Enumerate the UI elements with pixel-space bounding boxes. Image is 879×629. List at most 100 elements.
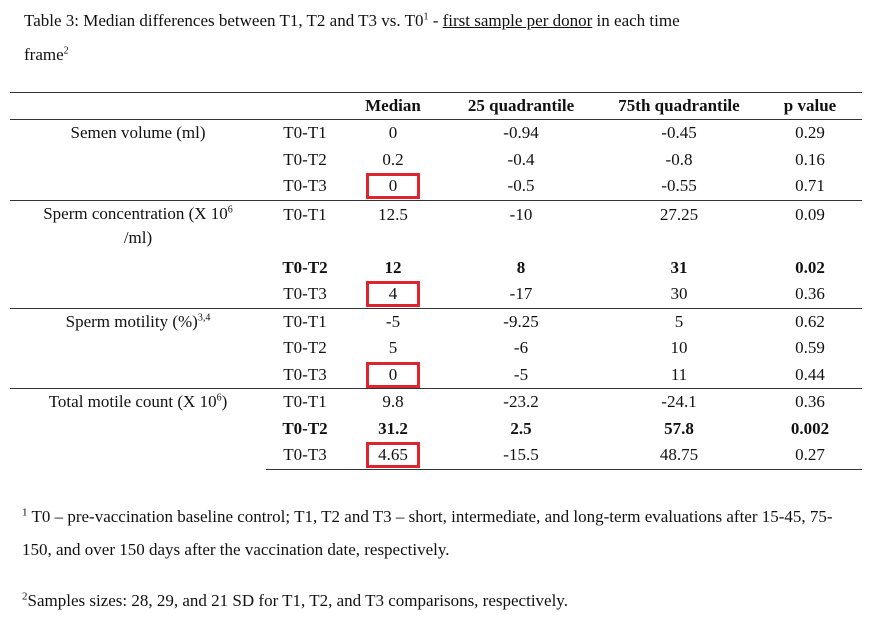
q75-cell: -0.8 — [665, 149, 693, 169]
comparison-cell: T0-T3 — [283, 176, 327, 196]
p-value-cell: 0.27 — [758, 442, 862, 470]
q75-cell: 30 — [670, 284, 688, 304]
table-row: Sperm concentration (X 106 /ml) T0-T1 12.5… — [10, 199, 862, 308]
p-value-cell: 0.44 — [795, 364, 825, 384]
q25-cell: -15.5 — [442, 442, 600, 470]
header-cell: Median — [344, 92, 442, 120]
highlight-box: 4.65 — [366, 442, 420, 469]
highlight-box: 0 — [366, 361, 420, 388]
p-value-cell: 0.59 — [795, 338, 825, 358]
header-cell — [266, 92, 344, 120]
p-value-cell: 0.16 — [795, 149, 825, 169]
median-cell: 0 — [344, 173, 442, 200]
p-value-cell: 0.71 — [795, 176, 825, 196]
table-row: Sperm motility (%)3,4 T0-T1 -5 -9.25 5 0.62 — [10, 307, 862, 389]
table-row: T0-T3 0 -5 11 0.44 — [10, 361, 862, 389]
p-value-cell: 0.02 — [795, 257, 825, 277]
header-cell — [10, 92, 266, 120]
q75-cell: -0.55 — [661, 176, 697, 196]
q25-cell: -6 — [513, 338, 529, 358]
footnote-marker: 2 — [22, 590, 28, 603]
group-label-text: Total motile count (X 10 — [48, 392, 217, 411]
group-label-text: Semen volume (ml) — [70, 123, 206, 142]
q25-cell: -17 — [509, 284, 533, 304]
group-label: Total motile count (X 106) — [10, 388, 266, 469]
q25-cell: 2.5 — [510, 418, 532, 438]
q25-cell: -9.25 — [442, 307, 600, 335]
comparison-cell: T0-T1 — [266, 119, 344, 147]
group-label-text: Sperm motility (%) — [65, 311, 198, 331]
group-label-text: Sperm concentration (X 10 — [43, 203, 228, 223]
median-cell: -5 — [344, 307, 442, 335]
p-value-cell: 0.29 — [758, 119, 862, 147]
highlight-box: 4 — [366, 281, 420, 308]
group-label: Sperm motility (%)3,4 — [10, 307, 266, 389]
footnote-1: 1 T0 – pre-vaccination baseline control;… — [22, 500, 862, 566]
q25-cell: -0.94 — [442, 119, 600, 147]
table-caption: Table 3: Median differences between T1, … — [24, 4, 864, 72]
header-cell: 75th quadrantile — [600, 92, 758, 120]
comparison-cell: T0-T3 — [283, 364, 327, 384]
median-cell: 5 — [388, 338, 398, 358]
group-label-cont: ) — [221, 392, 228, 411]
caption-line2-ref: 2 — [63, 45, 69, 57]
group-label-sup: 6 — [227, 203, 233, 215]
p-value-cell: 0.002 — [790, 418, 830, 438]
p-value-cell: 0.36 — [758, 388, 862, 416]
caption-line2: frame — [24, 45, 64, 64]
median-cell: 0 — [344, 119, 442, 147]
comparison-cell: T0-T1 — [266, 199, 344, 255]
q25-cell: -0.5 — [507, 176, 535, 196]
q75-cell: 57.8 — [664, 418, 694, 438]
group-label-sup: 3,4 — [197, 311, 211, 323]
footnote-text: Samples sizes: 28, 29, and 21 SD for T1,… — [27, 591, 568, 610]
q75-cell: 10 — [670, 338, 688, 358]
comparison-cell: T0-T2 — [283, 338, 327, 358]
comparison-cell: T0-T3 — [283, 284, 327, 304]
median-cell: 9.8 — [344, 388, 442, 416]
comparison-cell: T0-T1 — [266, 307, 344, 335]
group-label-sup: 6 — [216, 392, 222, 404]
q75-cell: 27.25 — [600, 199, 758, 255]
median-cell: 12.5 — [344, 199, 442, 255]
q25-cell: -0.4 — [507, 149, 535, 169]
q75-cell: -24.1 — [600, 388, 758, 416]
caption-prefix: Table 3: Median differences between T1, … — [24, 11, 424, 30]
median-cell: 0.2 — [382, 149, 404, 169]
table-row: T0-T3 0 -0.5 -0.55 0.71 — [10, 173, 862, 200]
comparison-cell: T0-T2 — [282, 257, 328, 277]
caption-footnote-ref: 1 — [423, 11, 429, 23]
q75-cell: 11 — [670, 364, 688, 384]
header-cell: 25 quadrantile — [442, 92, 600, 120]
p-value-cell: 0.09 — [758, 199, 862, 255]
footnote-marker: 1 — [22, 506, 28, 519]
q25-cell: -23.2 — [442, 388, 600, 416]
median-cell: 4 — [344, 281, 442, 308]
table-row: Total motile count (X 106) T0-T1 9.8 -23.2-… — [10, 388, 862, 469]
median-cell: 4.65 — [344, 442, 442, 470]
q75-cell: 31 — [670, 257, 688, 277]
q25-cell: -5 — [513, 364, 529, 384]
p-value-cell: 0.62 — [758, 307, 862, 335]
table-row: T0-T2 5 -6 10 0.59 — [10, 335, 862, 362]
median-cell: 31.2 — [378, 418, 408, 438]
footnote-text: T0 – pre-vaccination baseline control; T… — [22, 507, 833, 559]
q25-cell: -10 — [442, 199, 600, 255]
table-row: T0-T2 12 8 31 0.02 — [10, 255, 862, 282]
comparison-cell: T0-T3 — [266, 442, 344, 470]
median-cell: 0 — [344, 361, 442, 389]
highlight-box: 0 — [366, 173, 420, 200]
caption-suffix: in each time — [592, 11, 680, 30]
table-row: T0-T2 31.2 2.5 57.8 0.002 — [10, 416, 862, 443]
table-body: Semen volume (ml) T0-T1 0 -0.94 -0.45 0.29 T0-… — [10, 119, 862, 470]
comparison-cell: T0-T2 — [282, 418, 328, 438]
q75-cell: -0.45 — [600, 119, 758, 147]
table-row: T0-T3 4 -17 30 0.36 — [10, 281, 862, 308]
table-row: T0-T3 4.65 -15.5 48.75 0.27 — [10, 442, 862, 470]
caption-dash: - — [428, 11, 443, 30]
table-row: Semen volume (ml) T0-T1 0 -0.94 -0.45 0.29 — [10, 119, 862, 200]
p-value-cell: 0.36 — [795, 284, 825, 304]
group-label: Sperm concentration (X 106 /ml) — [10, 199, 266, 308]
header-cell: p value — [758, 92, 862, 120]
results-table: Median 25 quadrantile 75th quadrantile p… — [10, 92, 862, 470]
